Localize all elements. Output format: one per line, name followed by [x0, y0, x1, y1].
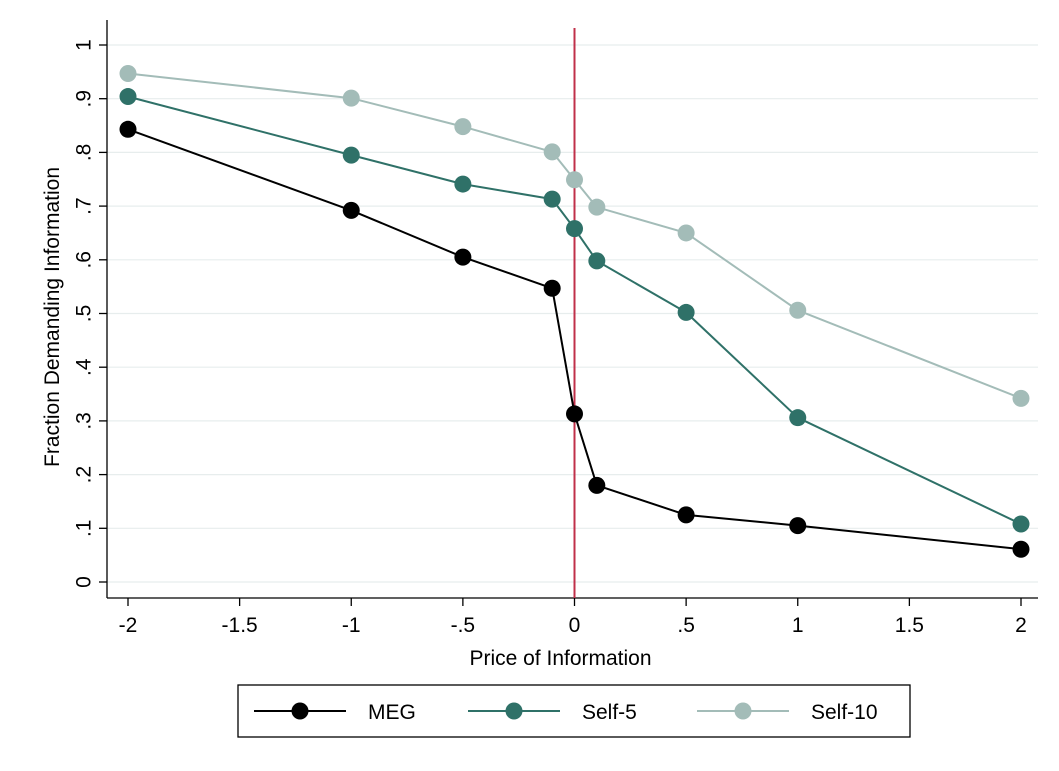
data-point	[789, 517, 807, 535]
legend-item-meg: MEG	[254, 701, 416, 724]
x-tick-label: -.5	[451, 614, 476, 637]
series-self-5	[119, 88, 1030, 533]
x-tick-label: .5	[677, 614, 695, 637]
y-tick-label: 1	[73, 39, 96, 51]
y-tick-label: .2	[73, 466, 96, 484]
x-tick-label: 1.5	[895, 614, 924, 637]
gridlines	[107, 44, 1038, 583]
data-point	[1012, 540, 1030, 558]
data-point	[454, 175, 472, 193]
legend-item-self-10: Self-10	[697, 701, 878, 724]
data-point	[119, 88, 137, 106]
y-tick-label: .6	[73, 251, 96, 269]
x-axis-title: Price of Information	[469, 647, 651, 670]
y-tick-label: .9	[73, 90, 96, 108]
data-point	[543, 279, 561, 297]
data-point	[789, 409, 807, 427]
data-point	[1012, 389, 1030, 407]
legend-label: Self-5	[582, 701, 637, 724]
x-tick-label: -1	[342, 614, 361, 637]
series-meg	[119, 120, 1030, 558]
y-tick-label: .3	[73, 412, 96, 430]
legend-swatch-marker	[291, 702, 309, 720]
y-tick-label: .7	[73, 197, 96, 215]
legend-swatch-marker	[505, 702, 523, 720]
y-tick-label: .4	[73, 358, 96, 376]
x-tick-label: -2	[119, 614, 138, 637]
series-self-10	[119, 64, 1030, 407]
data-point	[588, 476, 606, 494]
data-point	[566, 405, 583, 423]
y-tick-label: 0	[73, 576, 96, 588]
data-point	[342, 89, 360, 107]
data-point	[789, 301, 807, 319]
data-point	[119, 64, 137, 82]
y-tick-label: .5	[73, 305, 96, 323]
legend-swatch-marker	[734, 702, 752, 720]
x-tick-label: -1.5	[222, 614, 258, 637]
data-point	[677, 506, 695, 524]
data-point	[119, 120, 137, 138]
y-axis-title-group: Fraction Demanding Information	[41, 167, 64, 467]
data-point	[566, 220, 583, 238]
data-point	[342, 146, 360, 164]
y-axis-title: Fraction Demanding Information	[41, 167, 64, 467]
data-point	[454, 118, 472, 136]
data-point	[543, 143, 561, 161]
x-tick-label: 2	[1015, 614, 1027, 637]
axes: 0 .1 .2 .3 .4 .5 .6 .7 .8 .9 1 -2 -1.5 -1 -.5 0 .5 1 1.5 2	[73, 20, 1038, 637]
legend-item-self-5: Self-5	[468, 701, 637, 724]
x-tick-label: 0	[569, 614, 581, 637]
data-point	[588, 252, 606, 270]
data-point	[454, 248, 472, 266]
data-point	[342, 201, 360, 219]
data-point	[543, 190, 561, 208]
data-point	[588, 198, 606, 216]
series-group	[119, 64, 1030, 558]
legend: MEG Self-5 Self-10	[237, 684, 911, 738]
legend-label: MEG	[368, 701, 416, 724]
x-tick-label: 1	[792, 614, 804, 637]
y-tick-label: .1	[73, 520, 96, 538]
legend-box	[237, 684, 911, 738]
data-point	[677, 303, 695, 321]
y-tick-label: .8	[73, 144, 96, 162]
data-point	[677, 224, 695, 242]
data-point	[1012, 515, 1030, 533]
data-point	[566, 171, 583, 189]
legend-label: Self-10	[811, 701, 878, 724]
